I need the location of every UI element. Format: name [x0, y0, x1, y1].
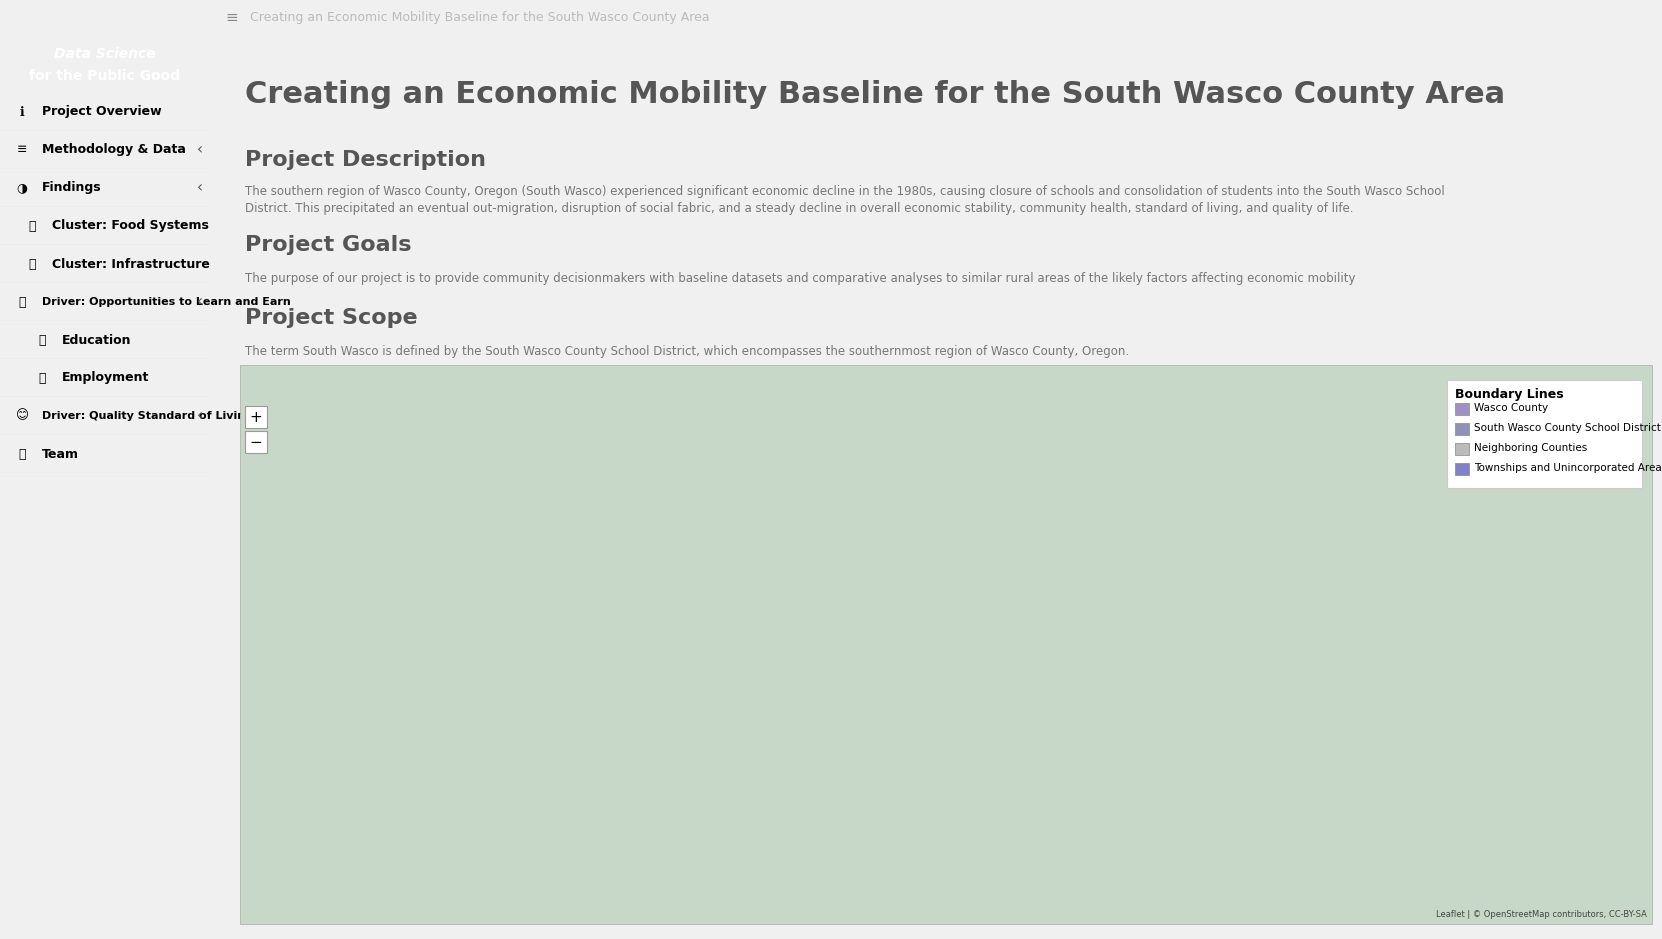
Text: Findings: Findings	[42, 181, 101, 194]
Text: 🚗: 🚗	[28, 257, 37, 270]
Text: ‹: ‹	[198, 143, 203, 158]
Text: Cluster: Infrastructure: Cluster: Infrastructure	[52, 257, 209, 270]
Text: Cluster: Food Systems: Cluster: Food Systems	[52, 220, 209, 233]
Text: Driver: Quality Standard of Living: Driver: Quality Standard of Living	[42, 411, 253, 421]
Text: 👥: 👥	[18, 448, 25, 460]
Bar	[1454, 443, 1469, 455]
Text: The term South Wasco is defined by the South Wasco County School District, which: The term South Wasco is defined by the S…	[244, 345, 1128, 358]
Text: Townships and Unincorporated Areas: Townships and Unincorporated Areas	[1474, 463, 1662, 473]
Bar	[1448, 380, 1642, 488]
Bar	[1454, 403, 1469, 415]
Text: South Wasco County School District: South Wasco County School District	[1474, 423, 1660, 433]
Text: Project Description: Project Description	[244, 150, 485, 170]
Bar	[244, 431, 268, 453]
Text: 🏛: 🏛	[38, 333, 47, 346]
Text: Project Goals: Project Goals	[244, 235, 412, 255]
Text: 💼: 💼	[38, 372, 47, 384]
Text: The purpose of our project is to provide community decisionmakers with baseline : The purpose of our project is to provide…	[244, 272, 1356, 285]
Text: Project Scope: Project Scope	[244, 308, 417, 328]
Text: ≡: ≡	[224, 10, 238, 25]
Text: Driver: Opportunities to Learn and Earn: Driver: Opportunities to Learn and Earn	[42, 297, 291, 307]
Text: −: −	[249, 435, 263, 450]
Text: Employment: Employment	[61, 372, 150, 384]
Text: ‹: ‹	[198, 408, 203, 423]
Text: 🍴: 🍴	[28, 220, 37, 233]
Text: for the Public Good: for the Public Good	[30, 69, 181, 83]
Text: Data Science: Data Science	[55, 47, 156, 60]
Text: ≡: ≡	[17, 144, 27, 157]
Text: +: +	[249, 409, 263, 424]
Text: Boundary Lines: Boundary Lines	[1454, 388, 1564, 401]
Text: 🎓: 🎓	[18, 296, 25, 309]
Text: Project Overview: Project Overview	[42, 105, 161, 118]
Text: District. This precipitated an eventual out-migration, disruption of social fabr: District. This precipitated an eventual …	[244, 202, 1353, 215]
Text: Team: Team	[42, 448, 80, 460]
Bar	[239, 365, 1652, 924]
Bar	[1454, 423, 1469, 435]
Text: Wasco County: Wasco County	[1474, 403, 1547, 413]
Text: ◑: ◑	[17, 181, 28, 194]
Text: ‹: ‹	[198, 295, 203, 310]
Text: Methodology & Data: Methodology & Data	[42, 144, 186, 157]
Text: Education: Education	[61, 333, 131, 346]
Text: Creating an Economic Mobility Baseline for the South Wasco County Area: Creating an Economic Mobility Baseline f…	[249, 11, 710, 24]
Text: Creating an Economic Mobility Baseline for the South Wasco County Area: Creating an Economic Mobility Baseline f…	[244, 80, 1506, 109]
Text: 😊: 😊	[15, 409, 28, 423]
Text: Leaflet | © OpenStreetMap contributors, CC-BY-SA: Leaflet | © OpenStreetMap contributors, …	[1436, 910, 1647, 919]
Text: The southern region of Wasco County, Oregon (South Wasco) experienced significan: The southern region of Wasco County, Ore…	[244, 185, 1444, 198]
Text: Neighboring Counties: Neighboring Counties	[1474, 443, 1587, 453]
Bar	[244, 406, 268, 428]
Text: ‹: ‹	[198, 180, 203, 195]
Text: ℹ: ℹ	[20, 105, 25, 118]
Bar	[1454, 463, 1469, 475]
